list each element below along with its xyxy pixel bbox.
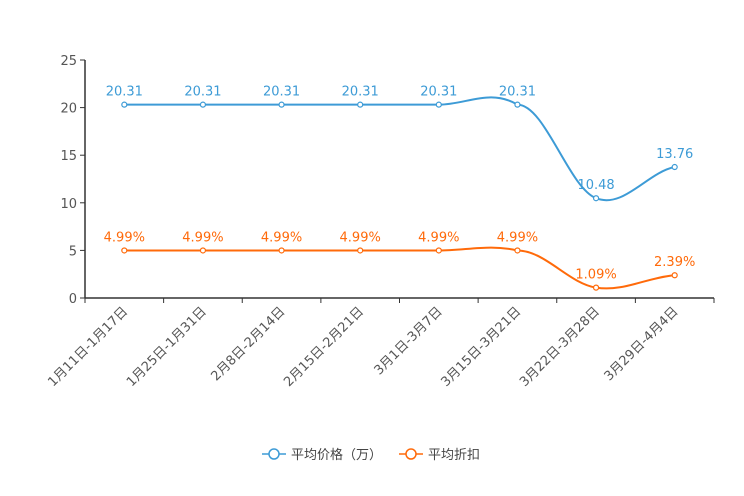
data-point — [435, 101, 442, 108]
data-label: 13.76 — [656, 147, 693, 162]
data-point — [199, 247, 207, 254]
data-point — [357, 247, 364, 254]
y-tick-label: 5 — [69, 244, 77, 259]
data-label: 1.09% — [575, 268, 616, 283]
data-label: 20.31 — [263, 85, 300, 100]
x-tick-label: 3月15日-3月21日 — [438, 304, 524, 390]
legend-label: 平均价格（万） — [291, 447, 382, 463]
x-tick-label: 2月8日-2月14日 — [208, 304, 288, 384]
legend-circle-icon — [405, 448, 417, 460]
data-point — [671, 272, 678, 279]
data-label: 20.31 — [420, 85, 457, 100]
data-label: 4.99% — [497, 230, 538, 245]
y-tick-label: 15 — [60, 149, 77, 164]
x-tick-label: 1月11日-1月17日 — [45, 304, 131, 390]
data-label: 4.99% — [340, 230, 381, 245]
data-point — [592, 284, 600, 291]
data-point — [278, 101, 285, 108]
y-tick-label: 20 — [60, 102, 77, 117]
data-label: 20.31 — [184, 85, 221, 100]
data-label: 4.99% — [261, 230, 302, 245]
data-point — [121, 247, 128, 254]
data-label: 4.99% — [104, 230, 145, 245]
data-point — [278, 247, 285, 254]
data-point — [357, 101, 364, 108]
legend-label: 平均折扣 — [428, 448, 480, 463]
data-label: 20.31 — [106, 85, 143, 100]
x-tick-label: 2月15日-2月21日 — [281, 304, 367, 390]
data-label: 2.39% — [654, 255, 695, 270]
x-tick-label: 1月25日-1月31日 — [124, 304, 210, 390]
data-point — [121, 101, 128, 108]
x-tick-label: 3月22日-3月28日 — [517, 304, 603, 390]
data-point — [199, 101, 207, 108]
legend-circle-icon — [268, 448, 280, 460]
data-point — [514, 101, 521, 108]
data-label: 20.31 — [342, 85, 379, 100]
data-label: 10.48 — [577, 178, 614, 193]
y-tick-label: 0 — [69, 292, 77, 307]
y-tick-label: 10 — [60, 197, 77, 212]
data-point — [671, 163, 678, 171]
data-point — [514, 247, 521, 254]
x-tick-label: 3月29日-4月4日 — [602, 304, 682, 384]
data-point — [435, 247, 442, 254]
x-tick-label: 3月1日-3月7日 — [372, 304, 446, 378]
data-label: 4.99% — [418, 230, 459, 245]
data-point — [592, 195, 600, 202]
y-tick-label: 25 — [60, 54, 77, 69]
data-label: 20.31 — [499, 85, 536, 100]
data-label: 4.99% — [182, 230, 223, 245]
